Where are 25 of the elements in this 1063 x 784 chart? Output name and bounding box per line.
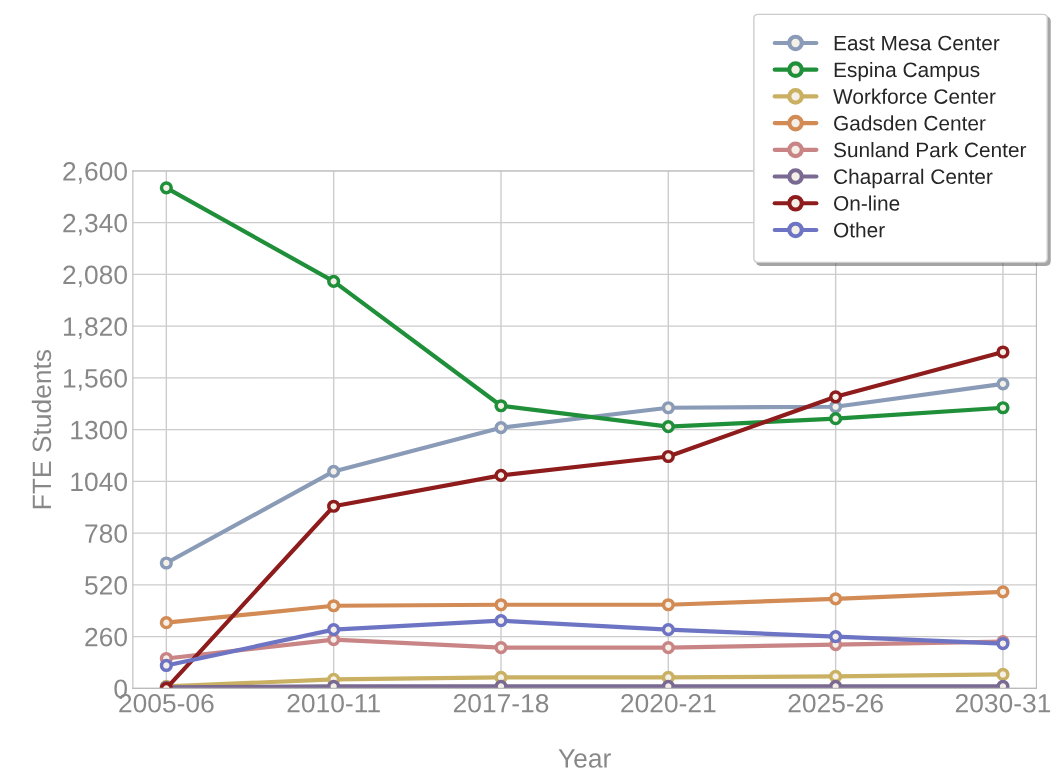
y-tick-label: 1,560 bbox=[64, 369, 127, 391]
y-tick-label: 2,340 bbox=[63, 213, 127, 236]
y-tick-label: 2,080 bbox=[63, 265, 127, 288]
legend-label: Sunland Park Center bbox=[833, 142, 1027, 158]
x-tick-label: 2010-11 bbox=[287, 693, 380, 713]
legend-label: East Mesa Center bbox=[834, 35, 1000, 51]
y-axis-title: FTE Students bbox=[31, 349, 52, 509]
legend-label: Other bbox=[834, 222, 885, 238]
y-tick-label: 2,600 bbox=[63, 162, 127, 184]
x-tick-label: 2025-26 bbox=[788, 693, 883, 713]
y-tick-label: 1300 bbox=[71, 420, 127, 440]
y-tick-label: 1,820 bbox=[64, 317, 127, 340]
x-tick-label: 2020-21 bbox=[621, 693, 716, 713]
legend-label: Workforce Center bbox=[833, 88, 996, 104]
y-tick-label: 1040 bbox=[71, 472, 127, 492]
legend-label: Espina Campus bbox=[834, 61, 980, 82]
legend-label: Chaparral Center bbox=[834, 168, 993, 189]
x-tick-label: 2030-31 bbox=[955, 693, 1051, 713]
y-tick-label: 260 bbox=[85, 627, 127, 647]
y-tick-label: 780 bbox=[85, 524, 127, 543]
legend-label: On-line bbox=[834, 195, 900, 211]
y-tick-label: 520 bbox=[85, 576, 127, 595]
legend-label: Gadsden Center bbox=[834, 115, 986, 131]
x-axis-title: Year bbox=[558, 749, 611, 768]
x-tick-label: 2017-18 bbox=[453, 693, 549, 713]
